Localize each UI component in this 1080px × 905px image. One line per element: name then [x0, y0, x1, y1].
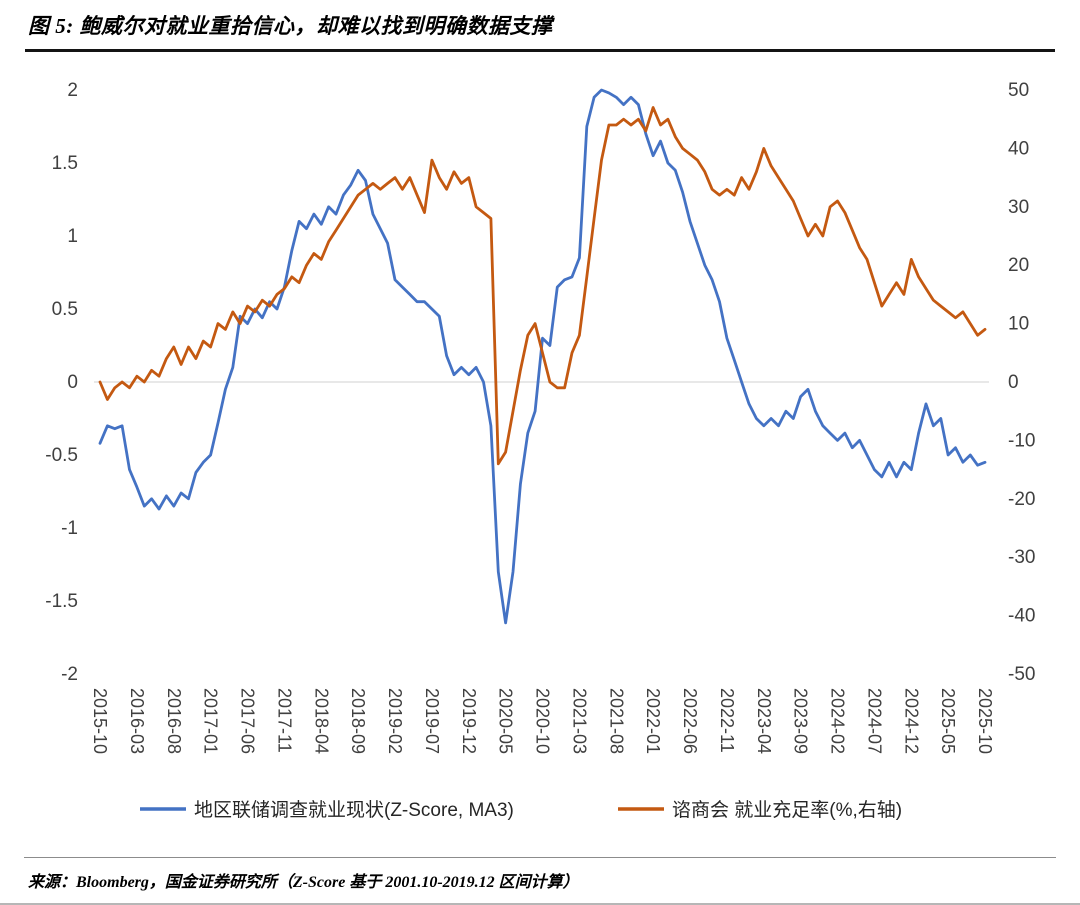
axis-labels-layer: 2 1.5 1 0.5 0 -0.5 -1 -1.5 -2 50 40 30 20 10 0 -10 -20 -3… [45, 80, 1035, 754]
x-axis-tick-label: 2022-06 [680, 688, 700, 754]
figure-title: 图 5: 鲍威尔对就业重拾信心，却难以找到明确数据支撑 [28, 14, 553, 38]
left-axis-tick-label: -1.5 [45, 591, 78, 612]
left-axis-tick-label: 0 [67, 372, 78, 393]
x-axis-tick-label: 2025-05 [938, 688, 958, 754]
right-axis-tick-label: -40 [1008, 606, 1035, 627]
x-axis-tick-label: 2024-02 [828, 688, 848, 754]
x-axis-tick-label: 2017-06 [238, 688, 258, 754]
x-axis-tick-label: 2017-11 [274, 688, 294, 753]
left-axis-tick-label: -1 [61, 518, 78, 539]
bottom-divider [0, 903, 1080, 905]
chart-legend: 地区联储调查就业现状(Z-Score, MA3) 谘商会 就业充足率(%,右轴) [140, 799, 902, 821]
series-line-2 [98, 106, 987, 466]
right-axis-tick-label: -20 [1008, 489, 1035, 510]
legend-series1-label: 地区联储调查就业现状(Z-Score, MA3) [194, 799, 514, 821]
right-axis-tick-label: 50 [1008, 80, 1029, 101]
right-axis-tick-label: -50 [1008, 664, 1035, 685]
footer-divider [24, 857, 1056, 858]
right-axis-tick-label: 30 [1008, 197, 1029, 218]
left-axis-tick-label: 1 [67, 226, 78, 247]
x-axis-tick-label: 2019-12 [459, 688, 479, 754]
x-axis-tick-label: 2019-02 [385, 688, 405, 754]
right-axis-tick-label: 40 [1008, 138, 1029, 159]
x-axis-tick-label: 2016-03 [127, 688, 147, 754]
x-axis-tick-label: 2020-05 [496, 688, 516, 754]
figure-footer: 来源：Bloomberg，国金证券研究所（Z-Score 基于 2001.10-… [0, 857, 1080, 905]
x-axis-tick-label: 2018-09 [348, 688, 368, 754]
x-axis-tick-label: 2024-07 [864, 688, 884, 754]
x-axis-tick-label: 2017-01 [201, 688, 221, 754]
x-axis-tick-label: 2016-08 [164, 688, 184, 754]
x-axis-tick-label: 2023-04 [754, 688, 774, 754]
left-axis-tick-label: 2 [67, 80, 78, 101]
line-chart: 2 1.5 1 0.5 0 -0.5 -1 -1.5 -2 50 40 30 20 10 0 -10 -20 -3… [45, 80, 1035, 821]
x-axis-tick-label: 2015-10 [90, 688, 110, 754]
series-lines-layer [98, 88, 987, 625]
x-axis-tick-label: 2025-10 [975, 688, 995, 754]
x-axis-tick-label: 2021-03 [569, 688, 589, 754]
x-axis-tick-label: 2023-09 [791, 688, 811, 754]
right-axis-tick-label: 10 [1008, 314, 1029, 335]
right-axis-tick-label: -10 [1008, 430, 1035, 451]
x-axis-tick-label: 2018-04 [311, 688, 331, 754]
x-axis-tick-label: 2024-12 [901, 688, 921, 754]
right-axis-tick-label: -30 [1008, 547, 1035, 568]
source-note: 来源：Bloomberg，国金证券研究所（Z-Score 基于 2001.10-… [28, 874, 579, 891]
left-axis-tick-label: -2 [61, 664, 78, 685]
title-divider [25, 49, 1055, 52]
right-axis-tick-label: 20 [1008, 255, 1029, 276]
right-axis-tick-label: 0 [1008, 372, 1019, 393]
left-axis-tick-label: 0.5 [52, 299, 78, 320]
x-axis-tick-label: 2019-07 [422, 688, 442, 754]
series-line-1 [98, 88, 987, 625]
x-axis-tick-label: 2022-01 [643, 688, 663, 754]
legend-series2-label: 谘商会 就业充足率(%,右轴) [672, 799, 902, 821]
x-axis-tick-label: 2020-10 [533, 688, 553, 754]
x-axis-tick-label: 2021-08 [606, 688, 626, 754]
left-axis-tick-label: 1.5 [52, 153, 78, 174]
x-axis-tick-label: 2022-11 [717, 688, 737, 753]
left-axis-tick-label: -0.5 [45, 445, 78, 466]
